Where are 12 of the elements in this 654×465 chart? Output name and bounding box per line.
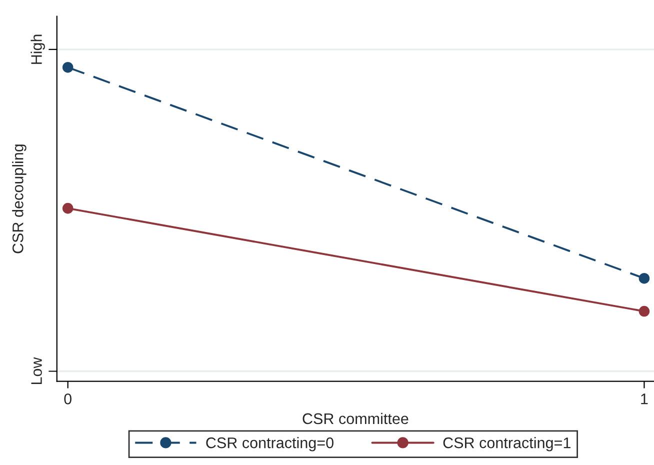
point (62, 202, 74, 214)
legend-label: CSR contracting=0 (206, 437, 334, 452)
ref-line-label: High (30, 34, 45, 64)
x-tick-label: 0 (64, 394, 72, 404)
x-axis-title: CSR committee (302, 412, 408, 424)
y-axis-title: CSR decoupling (12, 144, 26, 254)
ref-line-label: Low (31, 357, 42, 384)
x-tick-label: 1 (641, 394, 648, 404)
legend-label: CSR contracting=1 (443, 437, 570, 452)
point (62, 62, 74, 73)
point (638, 306, 650, 317)
point (638, 272, 650, 284)
